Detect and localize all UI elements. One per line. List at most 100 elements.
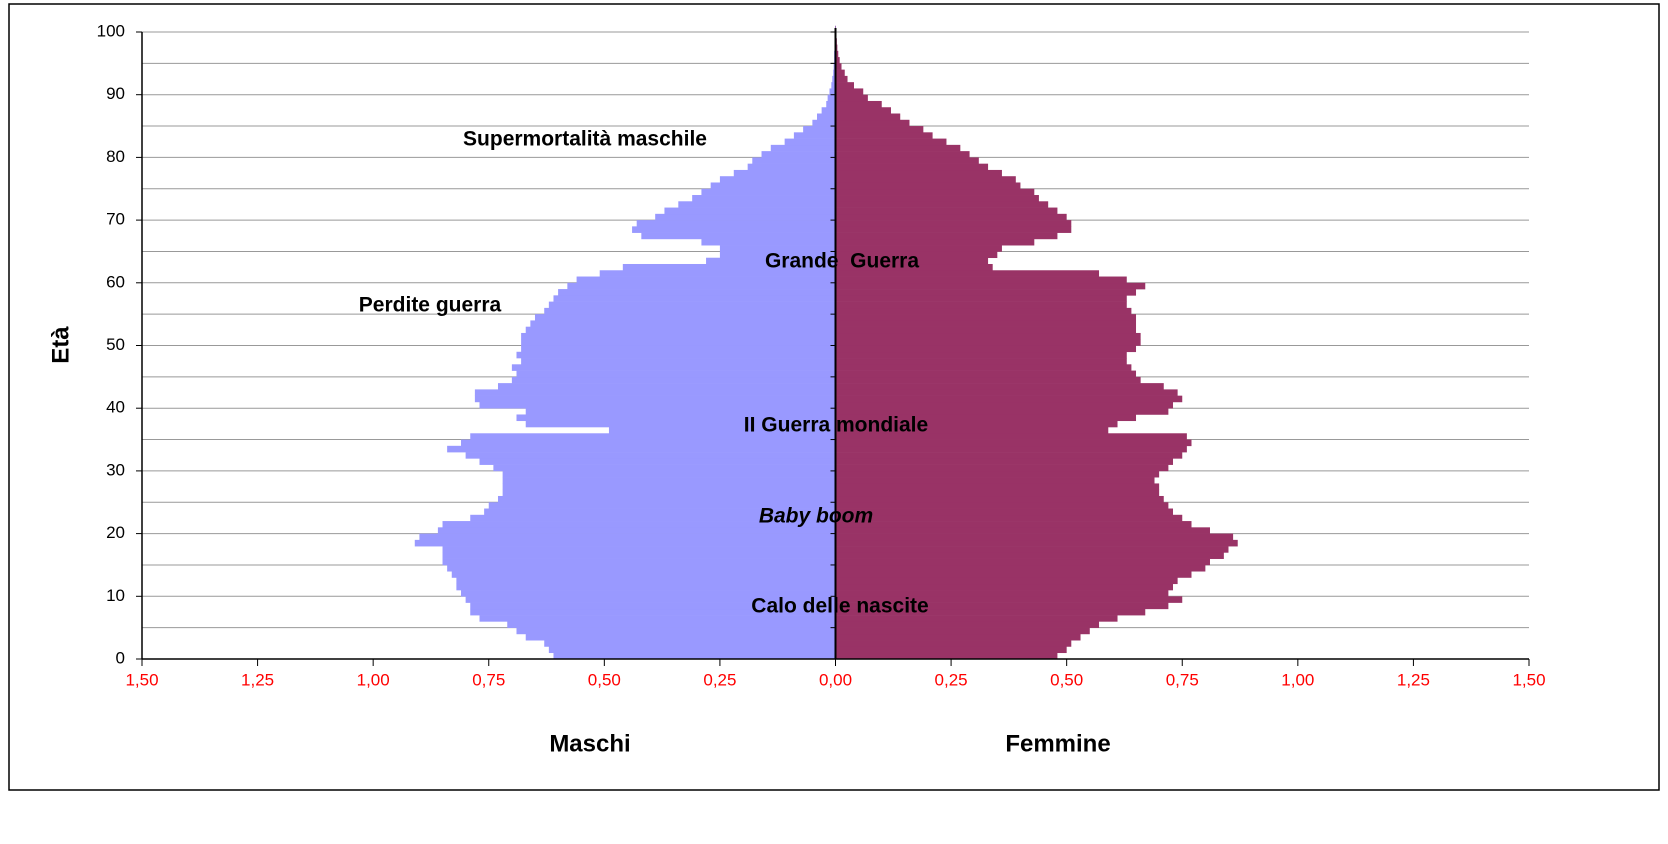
x-tick-label: 1,50 [125, 670, 158, 689]
bar [835, 527, 1210, 534]
annotation: Supermortalità maschile [463, 128, 707, 151]
bar [474, 389, 836, 396]
bar [793, 132, 836, 139]
bar [835, 351, 1127, 359]
bar [835, 646, 1067, 654]
bar [521, 358, 836, 365]
bar [835, 483, 1160, 491]
bar [835, 477, 1155, 484]
bar [632, 226, 836, 233]
annotation: II Guerra mondiale [744, 414, 928, 437]
bar [827, 94, 836, 102]
x-tick-label: 1,00 [357, 670, 390, 689]
bar [710, 182, 836, 190]
bar [497, 383, 836, 390]
bar [832, 75, 836, 83]
bar [835, 401, 1174, 409]
annotation: Grande Guerra [765, 250, 919, 273]
bar [835, 314, 1137, 321]
bar [479, 615, 836, 622]
bar [835, 652, 1058, 660]
bar [608, 427, 836, 434]
bar [835, 276, 1127, 284]
bar [770, 144, 836, 152]
y-tick-label: 20 [106, 523, 125, 542]
bar [502, 477, 836, 484]
bar [835, 445, 1187, 453]
bar [456, 577, 836, 585]
bar [835, 590, 1169, 597]
bar [835, 289, 1137, 296]
bar [821, 107, 836, 114]
legend-right: Femmine [1005, 730, 1110, 757]
bar [835, 427, 1109, 434]
bar [465, 596, 836, 603]
bar [835, 495, 1164, 503]
bar [835, 602, 1169, 610]
bar [502, 489, 836, 497]
bar [599, 270, 836, 277]
bar [835, 452, 1183, 459]
bar [835, 577, 1178, 585]
bar [442, 552, 836, 559]
bar [488, 502, 836, 509]
bar [521, 345, 836, 353]
bar [521, 332, 836, 340]
bar [829, 88, 836, 95]
x-tick-label: 0,75 [472, 670, 505, 689]
bar [835, 257, 989, 265]
bar [484, 508, 836, 516]
bar [835, 301, 1127, 309]
annotation: Baby boom [759, 505, 873, 528]
bar [701, 238, 836, 246]
bar [516, 351, 836, 359]
bar [456, 583, 836, 591]
bar [826, 100, 836, 108]
bar [835, 546, 1229, 553]
bar [493, 464, 836, 472]
x-tick-label: 0,50 [588, 670, 621, 689]
bar [511, 376, 836, 384]
bar [835, 263, 993, 271]
bar [835, 571, 1192, 578]
bar [747, 163, 836, 171]
bar [812, 119, 836, 127]
bar [521, 339, 836, 346]
y-tick-label: 60 [106, 272, 125, 291]
bar [835, 395, 1183, 403]
bar [835, 408, 1169, 415]
bar [719, 176, 836, 183]
bar [835, 119, 910, 127]
y-tick-label: 40 [106, 398, 125, 417]
bar [835, 113, 901, 121]
bar [655, 213, 836, 221]
x-tick-label: 1,50 [1512, 670, 1545, 689]
bar [835, 564, 1206, 572]
bar [835, 514, 1183, 522]
y-tick-label: 30 [106, 460, 125, 479]
bar [835, 583, 1174, 591]
bar [442, 558, 836, 566]
bar [558, 289, 836, 296]
bar [544, 640, 836, 647]
bar [835, 470, 1160, 478]
bar [636, 220, 836, 227]
x-tick-label: 0,25 [935, 670, 968, 689]
bar [835, 82, 854, 89]
y-tick-label: 70 [106, 210, 125, 229]
bar [470, 433, 836, 440]
bar [803, 126, 836, 133]
bar [835, 339, 1141, 346]
bar [479, 458, 836, 465]
bar [835, 94, 868, 102]
bar [835, 88, 864, 95]
y-tick-label: 90 [106, 84, 125, 103]
bar [835, 320, 1137, 327]
bar [835, 182, 1021, 190]
bar [553, 652, 836, 660]
bar [833, 69, 836, 77]
bar [835, 238, 1035, 246]
bar [516, 627, 836, 635]
bar [525, 420, 836, 428]
